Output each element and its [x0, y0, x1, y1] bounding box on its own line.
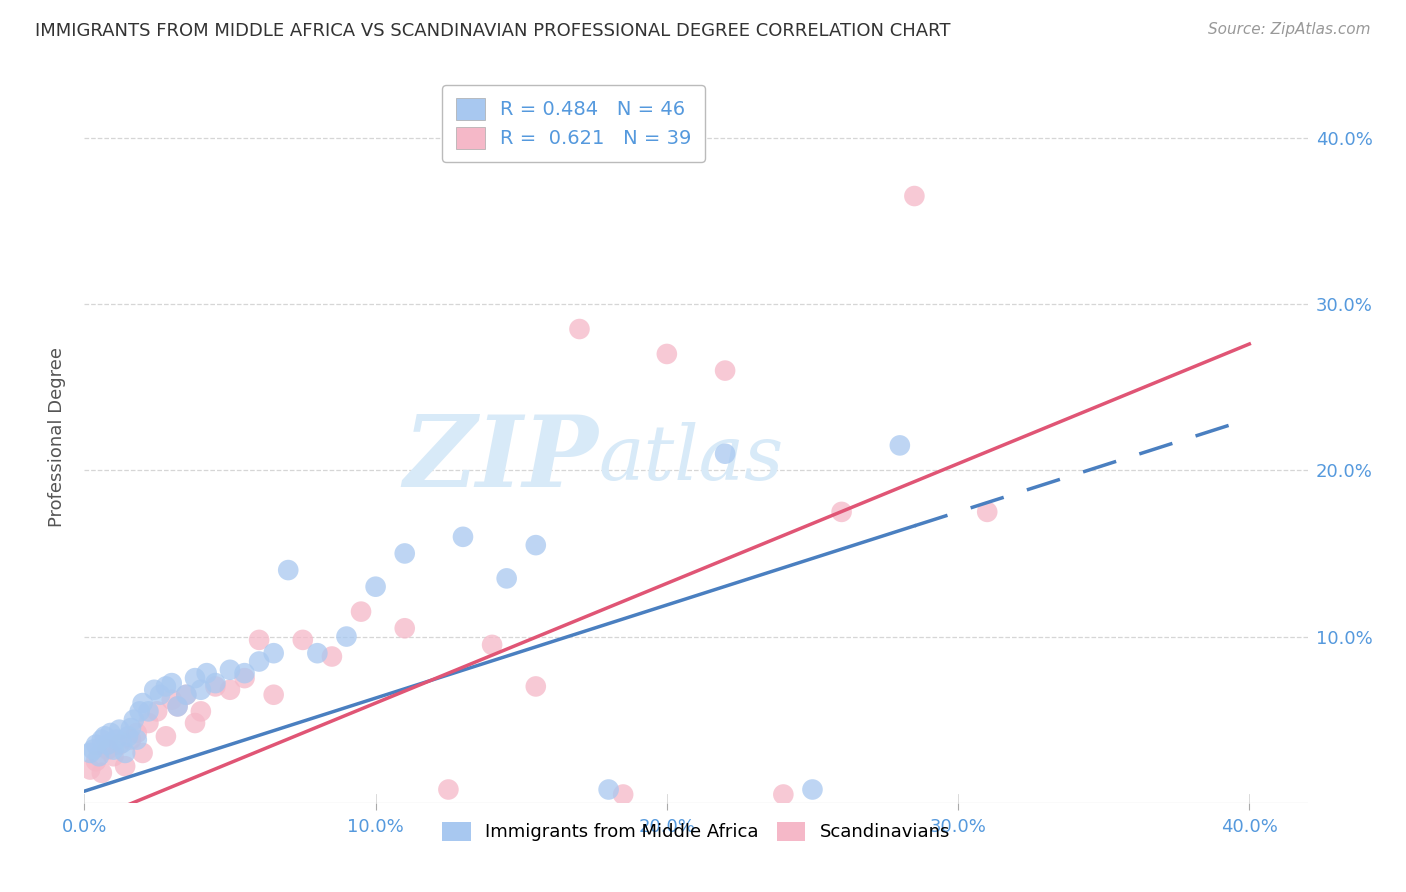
Point [772, 788, 794, 802]
Point [84, 738, 107, 752]
Point [82, 742, 104, 756]
Point [831, 505, 853, 519]
Point [598, 782, 620, 797]
Point [437, 782, 460, 797]
Point [149, 688, 172, 702]
Point [160, 692, 183, 706]
Point [79, 763, 101, 777]
Text: Source: ZipAtlas.com: Source: ZipAtlas.com [1208, 22, 1371, 37]
Point [160, 676, 183, 690]
Point [612, 788, 634, 802]
Y-axis label: Professional Degree: Professional Degree [48, 347, 66, 527]
Point [233, 666, 256, 681]
Point [146, 705, 169, 719]
Point [321, 649, 343, 664]
Point [166, 699, 188, 714]
Text: ZIP: ZIP [404, 411, 598, 508]
Point [350, 605, 373, 619]
Point [291, 632, 314, 647]
Point [90, 732, 112, 747]
Point [184, 671, 207, 685]
Point [394, 621, 416, 635]
Point [277, 563, 299, 577]
Point [195, 666, 218, 681]
Point [131, 696, 153, 710]
Point [655, 347, 678, 361]
Point [117, 729, 139, 743]
Point [166, 699, 188, 714]
Point [93, 729, 115, 743]
Point [174, 688, 197, 702]
Point [125, 726, 148, 740]
Point [524, 680, 547, 694]
Point [128, 705, 150, 719]
Point [190, 682, 212, 697]
Point [108, 738, 131, 752]
Point [120, 721, 142, 735]
Point [97, 742, 120, 756]
Point [801, 782, 824, 797]
Point [889, 438, 911, 452]
Point [204, 676, 226, 690]
Point [155, 729, 177, 743]
Point [184, 716, 207, 731]
Point [219, 682, 242, 697]
Point [335, 630, 357, 644]
Point [495, 571, 517, 585]
Point [247, 655, 270, 669]
Point [976, 505, 998, 519]
Point [263, 646, 285, 660]
Point [131, 746, 153, 760]
Legend: Immigrants from Middle Africa, Scandinavians: Immigrants from Middle Africa, Scandinav… [434, 814, 957, 848]
Point [84, 754, 107, 768]
Text: atlas: atlas [598, 422, 783, 496]
Point [103, 749, 125, 764]
Point [263, 688, 285, 702]
Point [105, 732, 128, 747]
Point [114, 746, 136, 760]
Text: IMMIGRANTS FROM MIDDLE AFRICA VS SCANDINAVIAN PROFESSIONAL DEGREE CORRELATION CH: IMMIGRANTS FROM MIDDLE AFRICA VS SCANDIN… [35, 22, 950, 40]
Point [155, 680, 177, 694]
Point [100, 726, 122, 740]
Point [451, 530, 474, 544]
Point [903, 189, 925, 203]
Point [714, 363, 737, 377]
Point [174, 688, 197, 702]
Point [247, 632, 270, 647]
Point [364, 580, 387, 594]
Point [219, 663, 242, 677]
Point [524, 538, 547, 552]
Point [111, 736, 134, 750]
Point [143, 682, 166, 697]
Point [568, 322, 591, 336]
Point [120, 732, 142, 747]
Point [394, 546, 416, 560]
Point [90, 765, 112, 780]
Point [204, 680, 226, 694]
Point [190, 705, 212, 719]
Point [122, 713, 145, 727]
Point [97, 738, 120, 752]
Point [233, 671, 256, 685]
Point [307, 646, 329, 660]
Point [79, 746, 101, 760]
Point [481, 638, 503, 652]
Point [87, 749, 110, 764]
Point [714, 447, 737, 461]
Point [138, 705, 160, 719]
Point [114, 759, 136, 773]
Point [103, 742, 125, 756]
Point [108, 723, 131, 737]
Point [125, 732, 148, 747]
Point [138, 716, 160, 731]
